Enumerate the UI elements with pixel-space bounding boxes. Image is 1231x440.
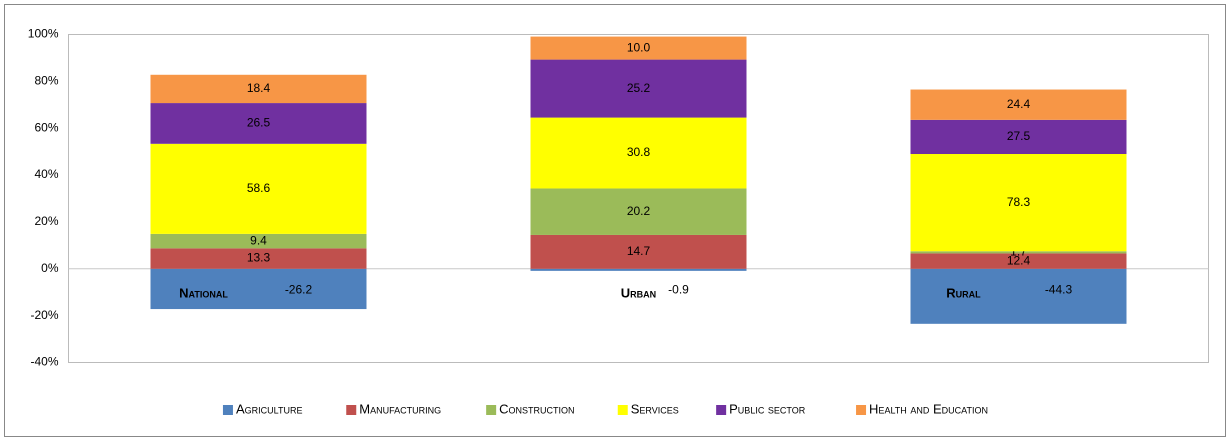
data-label: 14.7 <box>627 244 651 258</box>
category-label: National <box>179 286 228 301</box>
data-label: -0.9 <box>668 282 689 296</box>
y-tick-label: 80% <box>34 74 58 88</box>
legend-swatch <box>486 405 497 415</box>
data-label: 58.6 <box>247 181 271 195</box>
legend-label: Services <box>631 401 679 416</box>
category-label: Rural <box>946 286 981 301</box>
data-label: 26.5 <box>247 116 271 130</box>
bar-segment <box>910 89 1127 120</box>
data-label: -44.3 <box>1045 282 1073 296</box>
y-tick-label: 0% <box>41 261 59 275</box>
data-label: -26.2 <box>285 282 313 296</box>
y-tick-label: 100% <box>28 27 59 41</box>
data-label: 30.8 <box>627 145 651 159</box>
data-label: 9.4 <box>250 233 267 247</box>
legend-swatch <box>856 405 867 415</box>
y-tick-label: 20% <box>34 214 58 228</box>
bar-segment <box>150 248 367 269</box>
data-label: 27.5 <box>1007 129 1031 143</box>
legend-swatch <box>222 405 233 415</box>
bar-segment <box>150 268 367 310</box>
data-label: 10.0 <box>627 40 651 54</box>
data-label: 13.3 <box>247 251 271 265</box>
bar-segment <box>910 268 1127 324</box>
bar-segment <box>530 268 747 271</box>
bar-segment <box>150 233 367 249</box>
bar-segment <box>530 117 747 189</box>
y-tick-label: -20% <box>30 308 58 322</box>
data-label: 78.3 <box>1007 195 1031 209</box>
bar-segment <box>150 74 367 104</box>
data-label: 24.4 <box>1007 97 1031 111</box>
y-tick-label: 40% <box>34 167 58 181</box>
legend-label: Manufacturing <box>359 401 441 416</box>
legend-label: Agriculture <box>236 401 303 416</box>
plot-border <box>68 34 1209 363</box>
bar-segment <box>530 234 747 269</box>
bar-segment <box>910 251 1127 254</box>
y-tick-label: 60% <box>34 120 58 134</box>
data-label: 20.2 <box>627 204 651 218</box>
bar-segment <box>910 119 1127 155</box>
bar-segment <box>910 253 1127 269</box>
bar-segment <box>910 154 1127 252</box>
legend-label: Construction <box>499 401 574 416</box>
legend-label: Health and Education <box>869 401 988 416</box>
y-tick-label: -40% <box>30 355 58 369</box>
bar-segment <box>150 143 367 234</box>
bar-segment <box>530 59 747 118</box>
bar-segment <box>530 36 747 60</box>
bar-segment <box>530 188 747 235</box>
bar-segment <box>150 103 367 144</box>
legend-swatch <box>346 405 357 415</box>
data-label: 25.2 <box>627 81 651 95</box>
data-label: 18.4 <box>247 81 271 95</box>
legend-label: Public sector <box>729 401 806 416</box>
data-label: 12.4 <box>1007 253 1031 267</box>
legend-swatch <box>716 405 727 415</box>
category-label: Urban <box>621 286 656 301</box>
legend-swatch <box>617 405 628 415</box>
